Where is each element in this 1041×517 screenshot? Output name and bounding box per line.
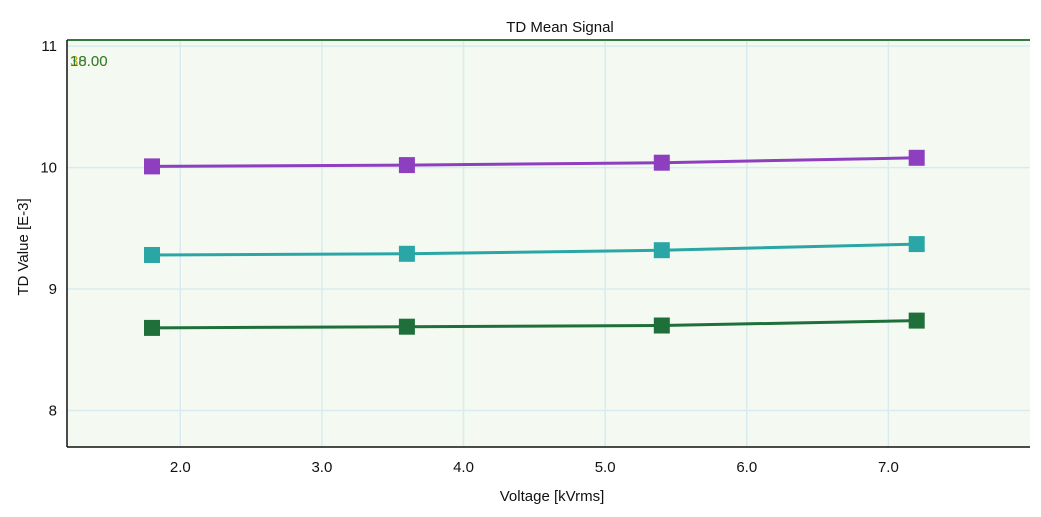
x-tick-label: 2.0 — [170, 459, 191, 476]
series-2-line — [151, 242, 917, 257]
x-tick-label: 4.0 — [453, 459, 474, 476]
series-3-line — [151, 319, 917, 330]
y-tick-label: 11 — [41, 38, 57, 55]
series-2-point — [908, 236, 925, 253]
grid-lines — [67, 40, 1030, 447]
x-tick-label: 3.0 — [311, 459, 332, 476]
series-3-point — [908, 312, 925, 329]
series-2-point — [144, 247, 160, 263]
series-layer — [144, 149, 925, 336]
series-1-point — [144, 158, 160, 175]
tick-labels: 2.0 3.0 4.0 5.0 6.0 7.0 8 9 10 11 — [40, 38, 898, 476]
x-axis-label: Voltage [kVrms] — [500, 488, 605, 505]
y-tick-label: 10 — [40, 160, 57, 177]
series-3-point — [144, 319, 160, 336]
plot-area — [67, 40, 1030, 447]
series-3-point — [653, 317, 670, 334]
series-1-line — [151, 156, 917, 168]
series-2-point — [653, 242, 670, 259]
corner-value-front: 18.00 — [70, 53, 108, 70]
corner-value-back: 30.00 — [70, 53, 108, 70]
y-axis-label: TD Value [E-3] — [15, 198, 32, 295]
chart-title: TD Mean Signal — [506, 19, 614, 36]
series-1-point — [398, 157, 415, 174]
series-1-point — [908, 149, 925, 166]
plot-frame — [66, 39, 1030, 448]
y-tick-label: 8 — [49, 403, 57, 420]
x-tick-label: 6.0 — [736, 459, 757, 476]
series-1-point — [653, 154, 670, 171]
series-2-point — [398, 245, 415, 262]
y-tick-label: 9 — [49, 281, 57, 298]
x-tick-label: 7.0 — [878, 459, 899, 476]
series-3-point — [398, 318, 415, 335]
x-tick-label: 5.0 — [595, 459, 616, 476]
plot-background — [67, 40, 1030, 447]
